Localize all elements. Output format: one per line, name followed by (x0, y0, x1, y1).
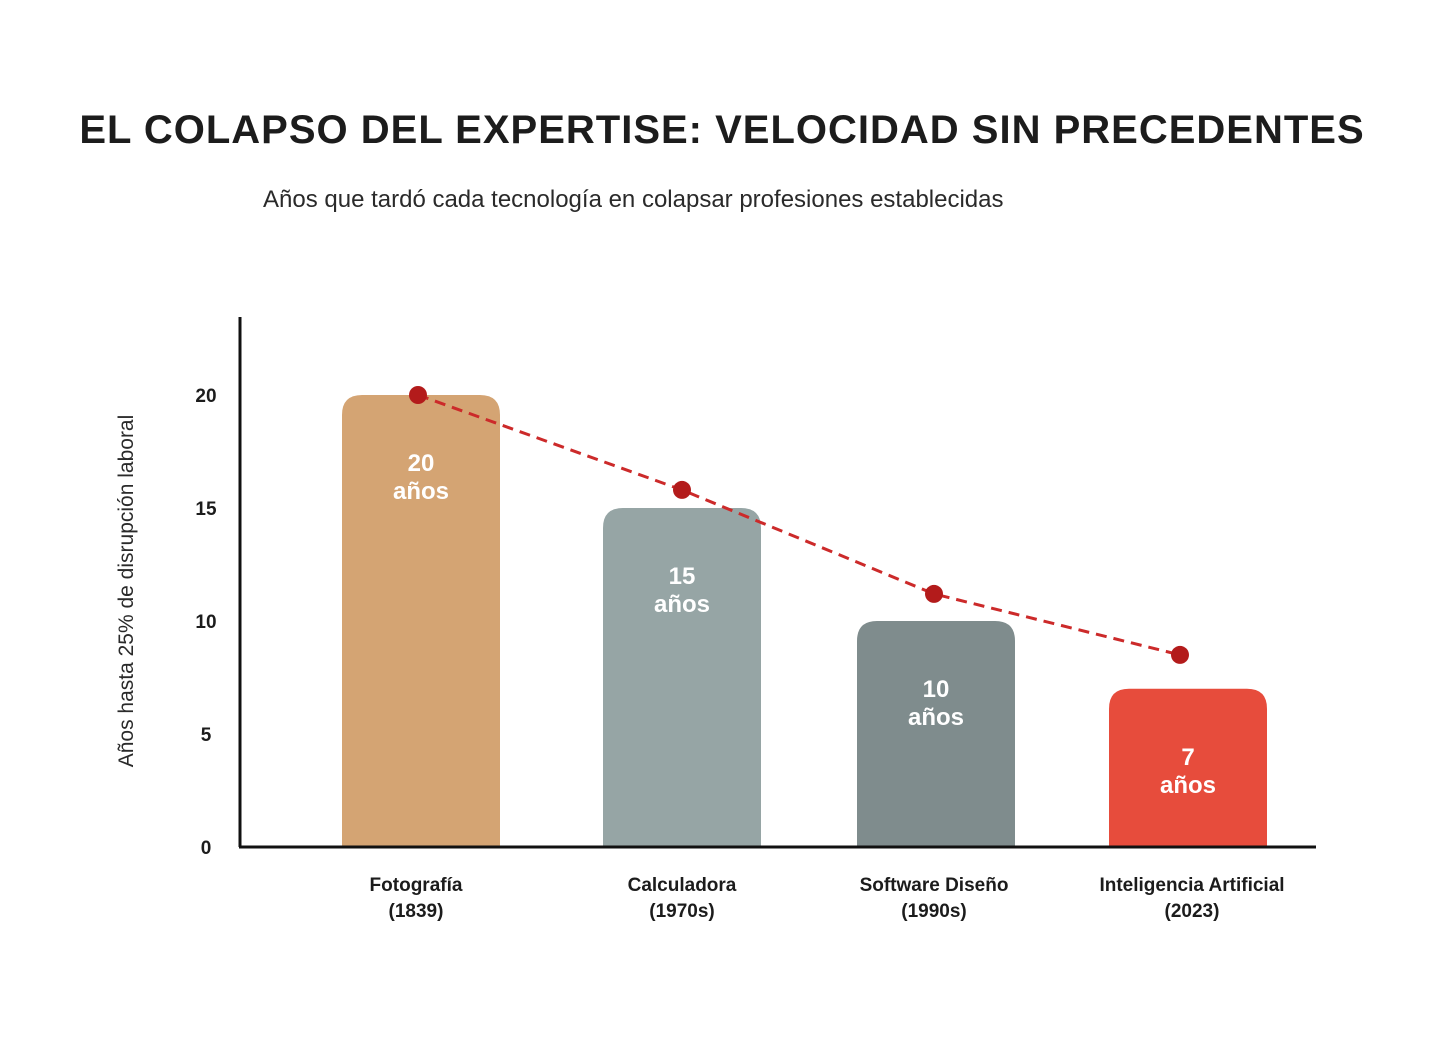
y-axis-title: Años hasta 25% de disrupción laboral (115, 415, 138, 768)
trend-marker (925, 584, 943, 603)
bar-value-label: 7 (1181, 744, 1194, 771)
chart-subtitle: Años que tardó cada tecnología en colaps… (263, 186, 1004, 213)
y-tick-label: 10 (195, 612, 216, 633)
y-tick-label: 15 (195, 499, 217, 520)
bar-value-label: 20 (408, 450, 435, 477)
x-category-period: (1839) (389, 901, 444, 922)
x-category-name: Software Diseño (860, 875, 1009, 896)
x-category-period: (1990s) (901, 901, 967, 922)
trend-marker (1171, 645, 1189, 664)
chart-title: EL COLAPSO DEL EXPERTISE: VELOCIDAD SIN … (79, 108, 1365, 152)
bar-4 (1109, 688, 1267, 847)
bar-1 (342, 395, 500, 847)
x-category-name: Inteligencia Artificial (1099, 875, 1284, 896)
y-tick-label: 20 (195, 386, 216, 407)
y-tick-label: 0 (201, 838, 212, 859)
bar-unit-label: años (654, 591, 710, 618)
trend-line-group (409, 386, 1189, 664)
bar-unit-label: años (908, 704, 964, 731)
bar-value-label: 10 (923, 676, 950, 703)
x-category-name: Fotografía (370, 875, 463, 896)
x-category-period: (2023) (1165, 901, 1220, 922)
x-category-period: (1970s) (649, 901, 715, 922)
bar-2 (603, 508, 761, 847)
bar-unit-label: años (1160, 772, 1216, 799)
bar-value-label: 15 (669, 563, 696, 590)
trend-line (417, 393, 1181, 657)
x-category-name: Calculadora (628, 875, 737, 896)
y-tick-label: 5 (201, 725, 212, 746)
trend-marker (673, 480, 691, 499)
y-ticks-group: 0 5 10 15 20 (195, 386, 217, 859)
bar-3 (857, 621, 1015, 847)
x-categories-group: Fotografía (1839) Calculadora (1970s) Softwa… (370, 875, 1285, 922)
trend-marker (409, 386, 427, 404)
bars-group (342, 395, 1267, 847)
bar-unit-label: años (393, 478, 449, 505)
